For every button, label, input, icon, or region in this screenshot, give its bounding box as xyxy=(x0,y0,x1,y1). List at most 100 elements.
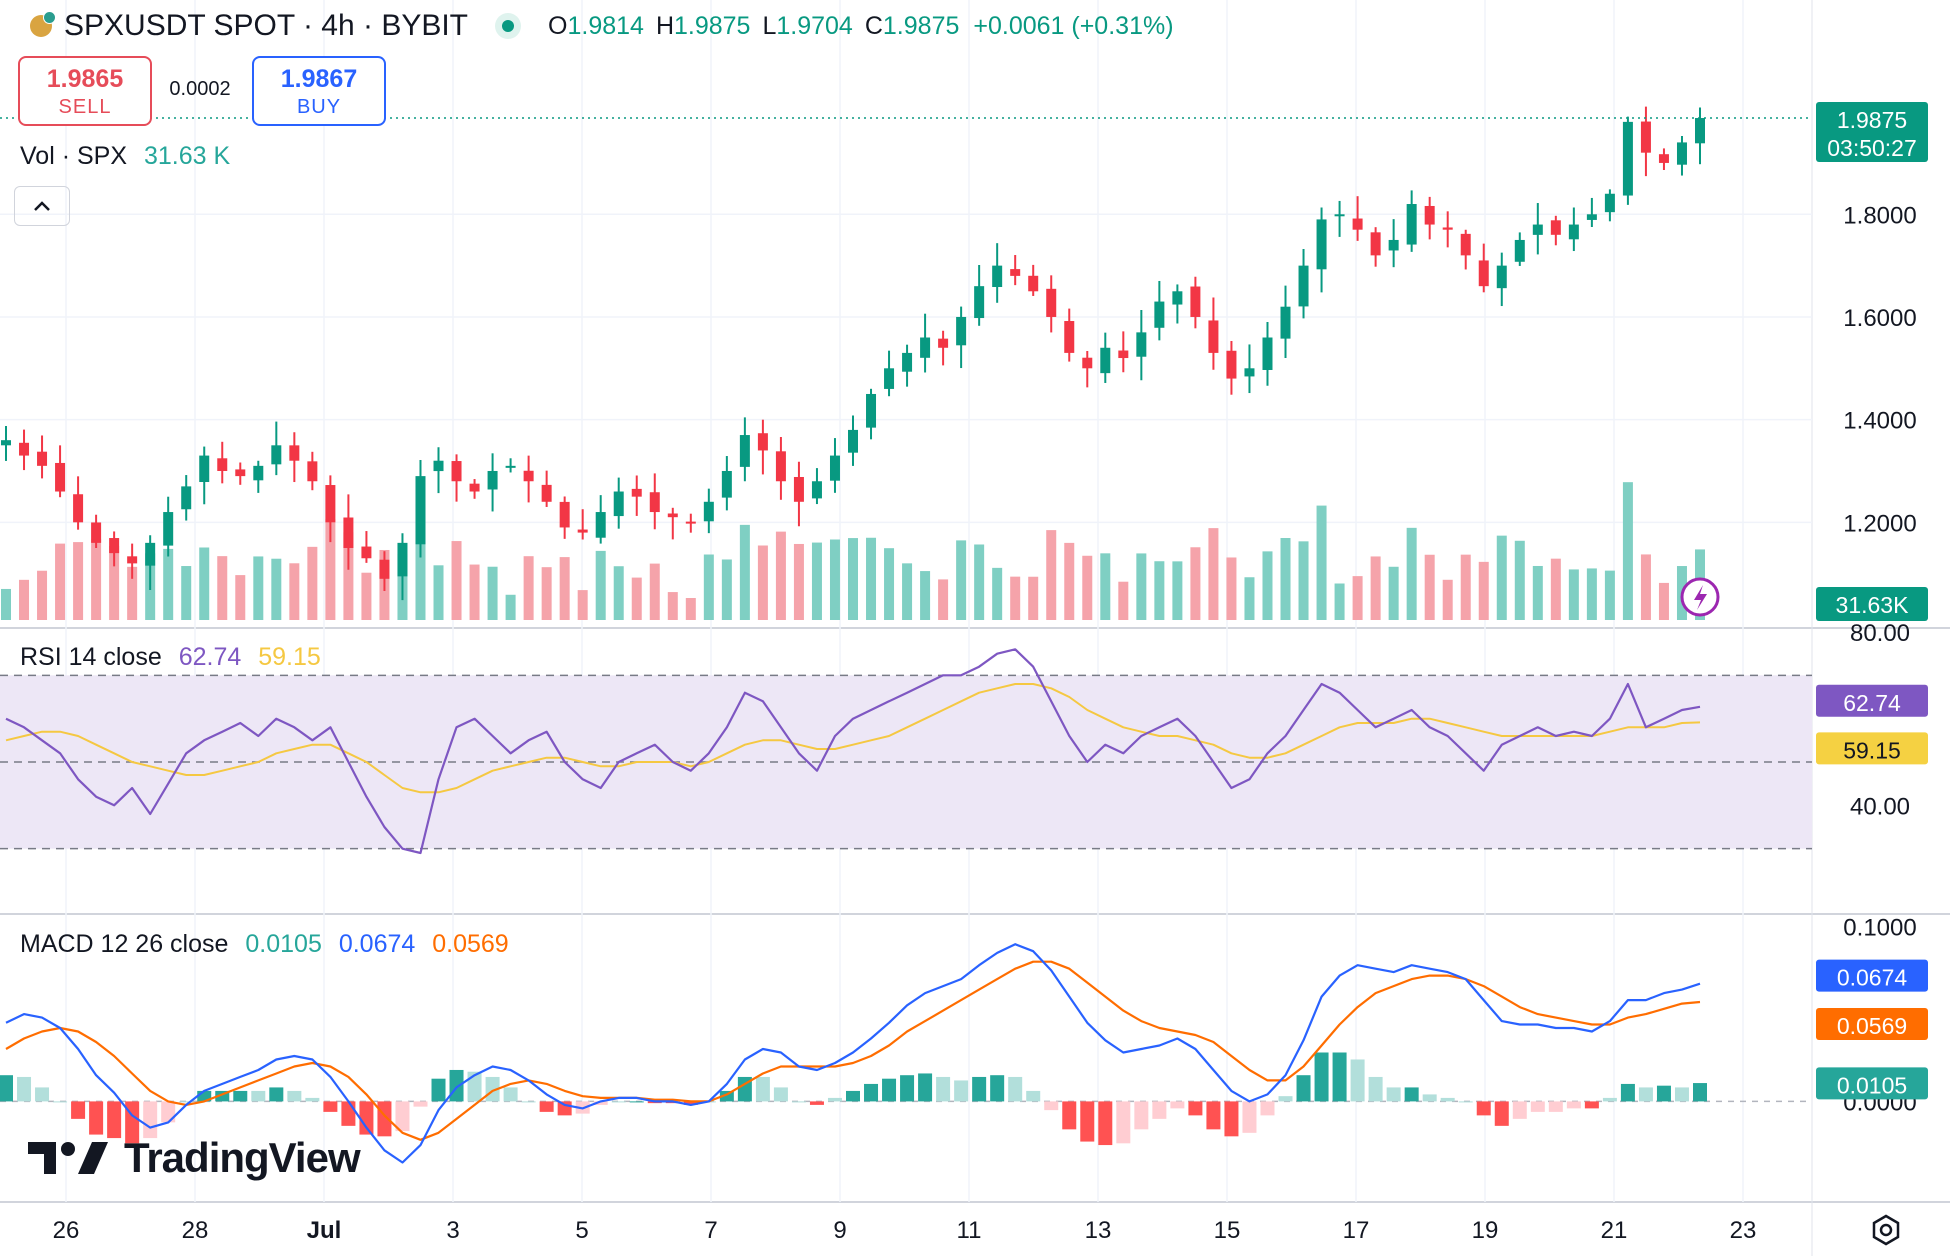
volume-legend[interactable]: Vol · SPX 31.63 K xyxy=(20,142,230,171)
spx-coin-icon xyxy=(30,11,56,37)
macd-histogram-bar xyxy=(1512,1101,1527,1119)
volume-bar xyxy=(37,570,48,620)
candle-body xyxy=(91,522,102,543)
candle-body xyxy=(974,286,985,319)
sell-button[interactable]: 1.9865 SELL xyxy=(18,56,152,126)
candle-body xyxy=(793,476,804,502)
volume-bar xyxy=(1136,553,1147,620)
candle-body xyxy=(685,521,696,524)
settings-gear-icon[interactable] xyxy=(1870,1214,1902,1246)
macd-histogram-bar xyxy=(521,1101,536,1103)
candle-body xyxy=(199,455,210,483)
macd-histogram-bar xyxy=(161,1101,176,1123)
macd-histogram-bar xyxy=(773,1087,788,1102)
candle-body xyxy=(775,451,786,482)
volume-bar xyxy=(235,575,246,620)
candle-body xyxy=(1604,193,1615,213)
volume-bar xyxy=(1190,547,1201,620)
rsi-tag: 62.74 xyxy=(1816,684,1928,717)
volume-legend-label: Vol · SPX xyxy=(20,142,127,170)
rsi-legend-value: 62.74 xyxy=(178,643,242,671)
macd-histogram-bar xyxy=(323,1101,338,1112)
macd-histogram-bar xyxy=(990,1075,1005,1102)
spread-value: 0.0002 xyxy=(169,78,231,100)
time-axis-label: 15 xyxy=(1214,1217,1241,1244)
macd-histogram-bar xyxy=(1368,1076,1383,1102)
volume-bar xyxy=(1388,566,1399,620)
volume-bar xyxy=(469,564,480,620)
macd-histogram-bar xyxy=(809,1101,824,1105)
price-axes[interactable]: 1.8000 1.6000 1.4000 1.2000 80.00 40.00 0.1000… xyxy=(1843,202,1916,1116)
volume-bar xyxy=(1118,581,1129,620)
macd-histogram-bar xyxy=(611,1101,626,1103)
tradingview-wordmark: TradingView xyxy=(124,1134,361,1181)
high-value: 1.9875 xyxy=(674,11,751,40)
candle-body xyxy=(1640,121,1651,153)
chevron-up-icon xyxy=(34,201,50,211)
time-axis-label: 3 xyxy=(446,1217,459,1244)
macd-histogram-bar xyxy=(1693,1083,1707,1102)
macd-histogram-bar xyxy=(918,1073,933,1102)
candle-body xyxy=(1082,357,1093,369)
candle-body xyxy=(595,512,606,538)
candle-body xyxy=(235,469,246,477)
symbol-title[interactable]: SPXUSDT SPOT · 4h · BYBIT xyxy=(64,9,469,42)
rsi-legend[interactable]: RSI 14 close 62.74 59.15 xyxy=(20,643,321,672)
rsi-axis-label: 80.00 xyxy=(1850,620,1910,647)
collapse-legend-button[interactable] xyxy=(14,186,70,226)
candle-body xyxy=(415,476,426,545)
tradingview-mark-icon xyxy=(28,1142,108,1174)
volume-bar xyxy=(289,563,300,620)
macd-histogram-bar xyxy=(827,1097,842,1102)
volume-bar xyxy=(1280,538,1291,620)
macd-line xyxy=(5,943,1701,1164)
volume-bar xyxy=(739,524,750,620)
volume-bar xyxy=(127,566,138,620)
buy-button[interactable]: 1.9867 BUY xyxy=(252,56,386,126)
close-value: 1.9875 xyxy=(882,11,960,40)
macd-histogram-bar xyxy=(1332,1052,1347,1102)
volume-bar xyxy=(1064,542,1075,620)
candle-body xyxy=(848,429,858,453)
volume-bar xyxy=(829,539,840,620)
volume-bar xyxy=(523,556,534,620)
macd-histogram-bar xyxy=(557,1101,572,1116)
volume-bar xyxy=(1586,568,1597,620)
time-axis-label: Jul xyxy=(307,1217,342,1244)
volume-bar xyxy=(55,543,66,620)
macd-histogram-bar xyxy=(683,1101,698,1105)
macd-legend-label: MACD 12 26 close xyxy=(20,930,229,958)
volume-bar xyxy=(884,548,895,620)
candle-body xyxy=(1406,204,1417,245)
time-axis[interactable]: 26 28 Jul 3 5 7 9 11 13 15 17 19 21 23 xyxy=(53,1217,1757,1244)
macd-histogram-bar xyxy=(395,1101,410,1132)
candles xyxy=(1,106,1705,601)
macd-legend[interactable]: MACD 12 26 close 0.0105 0.0674 0.0569 xyxy=(20,930,509,959)
candle-body xyxy=(1388,239,1399,251)
candle-body xyxy=(163,512,174,546)
volume-bar xyxy=(1154,561,1165,620)
volume-bar xyxy=(848,538,858,620)
macd-histogram-bar xyxy=(485,1076,500,1102)
candle-body xyxy=(1010,269,1021,276)
volume-bar xyxy=(667,592,678,620)
volume-bar xyxy=(253,556,264,620)
macd-histogram-bar xyxy=(35,1087,50,1102)
candle-body xyxy=(73,494,84,523)
candle-body xyxy=(1208,320,1219,353)
tradingview-logo[interactable]: TradingView xyxy=(26,1134,361,1182)
macd-histogram-bar xyxy=(1674,1087,1689,1102)
candle-body xyxy=(1514,239,1525,262)
macd-histogram-bar xyxy=(791,1101,806,1103)
candle-body xyxy=(361,546,372,559)
macd-histogram-bar xyxy=(1044,1101,1059,1111)
volume-bar xyxy=(1244,577,1255,620)
candle-body xyxy=(253,465,264,481)
volume-bar xyxy=(1406,527,1417,620)
macd-histogram-bar xyxy=(846,1090,860,1102)
macd-histogram-bar xyxy=(251,1090,266,1102)
candle-body xyxy=(956,316,967,346)
candle-body xyxy=(1676,142,1687,165)
macd-histogram-bar xyxy=(972,1076,987,1102)
